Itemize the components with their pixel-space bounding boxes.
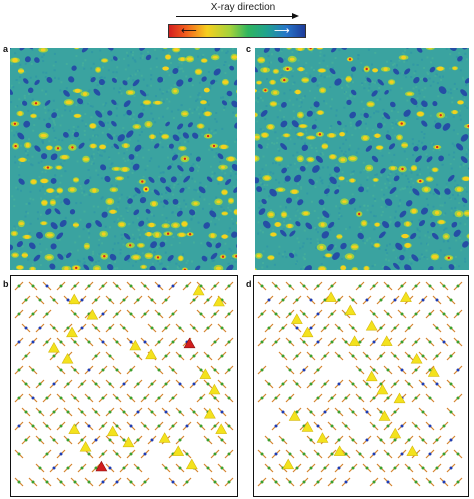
right-arrow-icon: ⟶ — [274, 24, 290, 37]
heatmap-panel-a — [10, 48, 237, 270]
lattice-panel-d — [253, 275, 469, 497]
heatmap-panel-c — [255, 48, 469, 270]
panel-label-d: d — [246, 279, 252, 289]
panel-label-b: b — [3, 279, 9, 289]
panel-label-a: a — [3, 44, 9, 54]
lattice-panel-b — [10, 275, 238, 497]
left-arrow-icon: ⟵ — [181, 24, 197, 37]
xray-direction-arrow-line — [176, 16, 294, 17]
panel-label-c: c — [246, 44, 252, 54]
xray-direction-title: X-ray direction — [210, 2, 276, 13]
xray-direction-arrow-icon — [292, 13, 299, 19]
color-scale-bar — [168, 24, 306, 38]
